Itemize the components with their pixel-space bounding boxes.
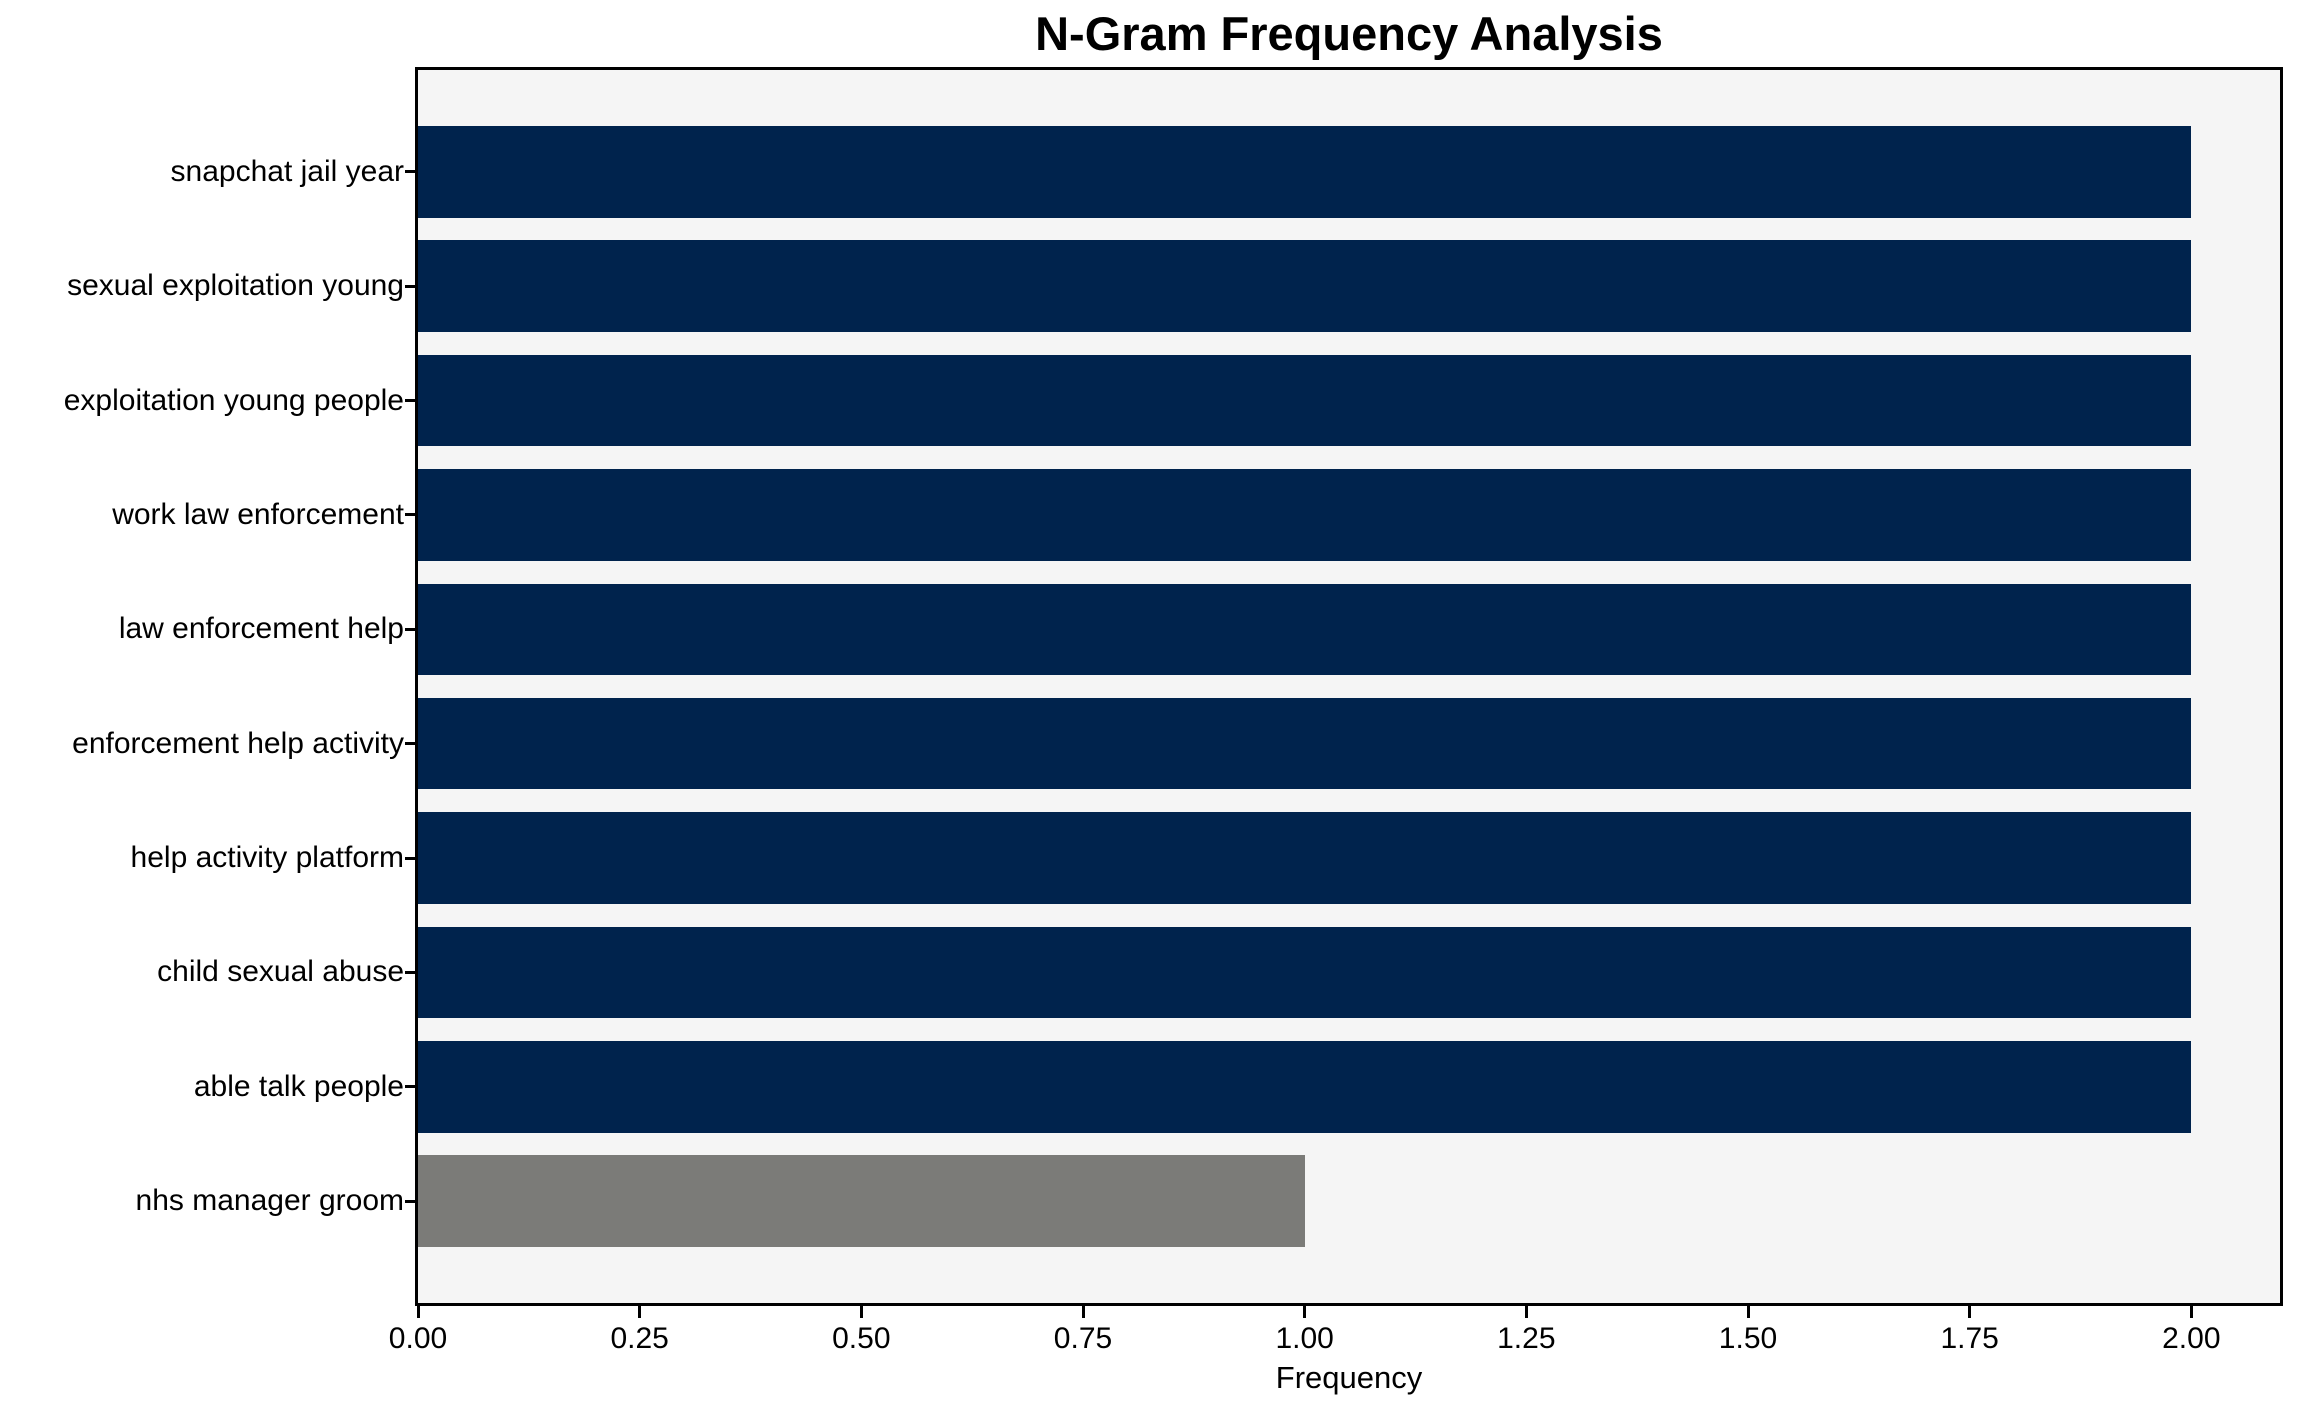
x-tick-label: 0.50 <box>832 1322 891 1355</box>
y-tick-mark <box>405 1085 415 1089</box>
y-tick-label: sexual exploitation young <box>67 269 404 303</box>
bar-snapchat-jail-year <box>418 126 2192 218</box>
x-tick-label: 1.25 <box>1497 1322 1556 1355</box>
x-tick-label: 0.00 <box>388 1322 448 1355</box>
y-tick-label: help activity platform <box>130 841 404 875</box>
x-tick-mark <box>2189 1306 2193 1318</box>
x-tick-label: 1.75 <box>1940 1322 1999 1355</box>
y-tick-label: law enforcement help <box>118 612 404 646</box>
x-tick-mark <box>416 1306 420 1318</box>
chart-title: N-Gram Frequency Analysis <box>1035 7 1663 60</box>
y-tick-mark <box>405 513 415 517</box>
x-tick-mark <box>1303 1306 1307 1318</box>
bar-work-law-enforcement <box>418 469 2192 561</box>
y-tick-label: snapchat jail year <box>170 154 404 188</box>
x-tick-mark <box>1081 1306 1085 1318</box>
x-axis-title: Frequency <box>1275 1360 1423 1395</box>
y-tick-label: child sexual abuse <box>157 955 404 989</box>
y-tick-mark <box>405 627 415 631</box>
x-tick-mark <box>859 1306 863 1318</box>
y-tick-label: enforcement help activity <box>72 726 404 760</box>
y-tick-mark <box>405 284 415 288</box>
bar-help-activity-platform <box>418 812 2192 904</box>
y-tick-mark <box>405 170 415 174</box>
y-tick-mark <box>405 399 415 403</box>
y-tick-mark <box>405 970 415 974</box>
x-tick-mark <box>1968 1306 1972 1318</box>
y-tick-mark <box>405 1199 415 1203</box>
y-tick-mark <box>405 742 415 746</box>
x-tick-label: 0.75 <box>1053 1322 1113 1355</box>
y-tick-label: able talk people <box>193 1069 404 1103</box>
bar-able-talk-people <box>418 1041 2192 1133</box>
y-tick-label: exploitation young people <box>63 383 404 417</box>
x-tick-mark <box>1524 1306 1528 1318</box>
bar-law-enforcement-help <box>418 583 2192 676</box>
x-tick-label: 2.00 <box>2162 1322 2221 1355</box>
x-tick-label: 1.00 <box>1275 1322 1334 1355</box>
x-tick-mark <box>1746 1306 1750 1318</box>
x-tick-label: 1.50 <box>1718 1322 1778 1355</box>
x-tick-label: 0.25 <box>610 1322 669 1355</box>
y-tick-label: nhs manager groom <box>135 1184 404 1218</box>
y-tick-label: work law enforcement <box>112 497 404 531</box>
bar-sexual-exploitation-young <box>418 240 2192 332</box>
bar-enforcement-help-activity <box>418 697 2192 790</box>
bar-nhs-manager-groom <box>418 1155 1305 1247</box>
y-tick-mark <box>405 856 415 860</box>
plot-area <box>415 67 2283 1306</box>
x-tick-mark <box>638 1306 642 1318</box>
bar-exploitation-young-people <box>418 354 2192 447</box>
bar-child-sexual-abuse <box>418 926 2192 1019</box>
